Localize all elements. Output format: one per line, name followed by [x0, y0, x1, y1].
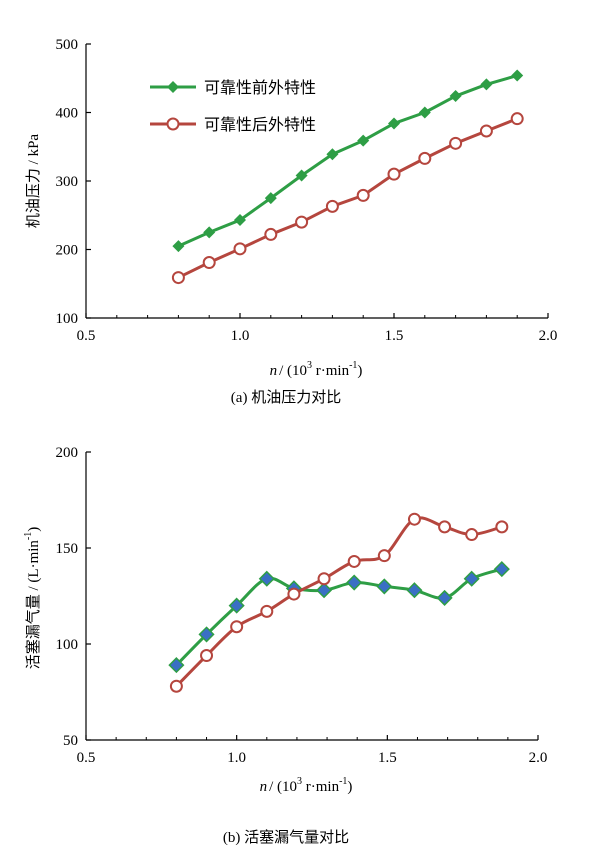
- y-tick-label: 100: [56, 311, 79, 327]
- data-point: [295, 215, 309, 229]
- data-point: [449, 90, 462, 103]
- series-line-2: [177, 117, 518, 279]
- y-tick-label: 200: [56, 243, 79, 259]
- data-point: [387, 167, 401, 181]
- x-tick-label: 1.0: [227, 750, 246, 766]
- data-point: [172, 240, 185, 253]
- x-tick-label: 2.0: [529, 750, 548, 766]
- data-point: [258, 570, 275, 587]
- x-tick-label: 1.0: [231, 328, 250, 344]
- data-point: [264, 192, 277, 205]
- caption-a: (a) 机油压力对比: [231, 389, 341, 406]
- data-point: [511, 69, 524, 82]
- x-tick-label: 1.5: [378, 750, 397, 766]
- data-point: [233, 242, 247, 256]
- data-point: [202, 256, 216, 270]
- x-tick-label: 0.5: [77, 328, 96, 344]
- legend-marker-before: [167, 81, 179, 93]
- y-tick-label: 500: [56, 37, 79, 53]
- data-point: [325, 199, 339, 213]
- x-tick-labels: 0.5 1.0 1.5 2.0: [77, 750, 548, 766]
- y-tick-label: 300: [56, 174, 79, 190]
- caption-b: (b) 活塞漏气量对比: [223, 828, 349, 846]
- data-point: [317, 572, 331, 586]
- data-point: [418, 151, 432, 165]
- x-axis-title-n: n: [270, 363, 278, 379]
- legend-marker-after: [166, 117, 180, 131]
- data-point: [347, 554, 361, 568]
- y-tick-labels: 50 100 150 200: [56, 445, 79, 749]
- y-tick-labels: 100 200 300 400 500: [56, 37, 79, 327]
- chart-blowby: 50 100 150 200 0.5 1.0 1.5 2.0 活塞漏气量 / (L·min-…: [23, 445, 547, 846]
- y-tick-label: 100: [56, 637, 79, 653]
- y-tick-label: 200: [56, 445, 79, 461]
- data-point: [356, 188, 370, 202]
- series-group: [171, 69, 524, 285]
- x-tick-label: 0.5: [77, 750, 96, 766]
- data-point: [406, 582, 423, 599]
- x-axis-title: n / (103 r·min-1): [270, 360, 363, 379]
- tick-marks: [85, 43, 549, 319]
- data-point: [326, 148, 339, 161]
- data-point: [510, 112, 524, 126]
- data-point: [200, 649, 214, 663]
- data-point: [495, 520, 509, 534]
- y-tick-label: 150: [56, 541, 79, 557]
- data-point: [346, 574, 363, 591]
- data-point: [377, 549, 391, 563]
- legend-label-after: 可靠性后外特性: [204, 115, 316, 134]
- data-point: [357, 134, 370, 147]
- legend-label-before: 可靠性前外特性: [204, 78, 316, 97]
- data-point: [169, 679, 183, 693]
- x-tick-label: 2.0: [539, 328, 558, 344]
- y-tick-label: 400: [56, 106, 79, 122]
- data-point: [376, 578, 393, 595]
- data-point: [260, 604, 274, 618]
- data-point: [436, 589, 453, 606]
- data-point: [234, 214, 246, 227]
- data-point: [493, 561, 510, 578]
- data-point: [463, 570, 480, 587]
- data-point: [264, 227, 278, 241]
- data-point: [230, 620, 244, 634]
- y-axis-title: 活塞漏气量 / (L·min-1): [23, 527, 42, 670]
- series-group: [168, 512, 510, 693]
- data-point: [465, 528, 479, 542]
- data-point: [388, 117, 400, 130]
- data-point: [198, 626, 215, 643]
- data-point: [315, 582, 333, 599]
- data-point: [438, 520, 452, 534]
- y-tick-label: 50: [63, 733, 78, 749]
- data-point: [449, 136, 463, 150]
- y-axis-title: 机油压力 / kPa: [25, 134, 42, 229]
- x-tick-label: 1.5: [385, 328, 404, 344]
- series-line-1: [177, 74, 518, 248]
- data-point: [479, 124, 493, 138]
- data-point: [203, 226, 216, 239]
- data-point: [171, 271, 185, 285]
- data-point: [228, 597, 245, 614]
- legend: 可靠性前外特性 可靠性后外特性: [150, 78, 316, 134]
- series-line-1: [175, 567, 503, 667]
- data-point: [168, 657, 185, 674]
- data-point: [287, 587, 301, 601]
- chart-oil-pressure: 100 200 300 400 500 0.5 1.0 1.5 2.0 可靠性前外特性 可靠性…: [25, 37, 557, 406]
- x-axis-title: n / (103 r·min-1): [260, 776, 353, 795]
- data-point: [407, 512, 421, 526]
- series-line-2: [175, 516, 503, 688]
- tick-marks: [85, 451, 539, 741]
- data-point: [418, 106, 431, 119]
- x-tick-labels: 0.5 1.0 1.5 2.0: [77, 328, 558, 344]
- data-point: [480, 78, 493, 91]
- data-point: [295, 169, 308, 182]
